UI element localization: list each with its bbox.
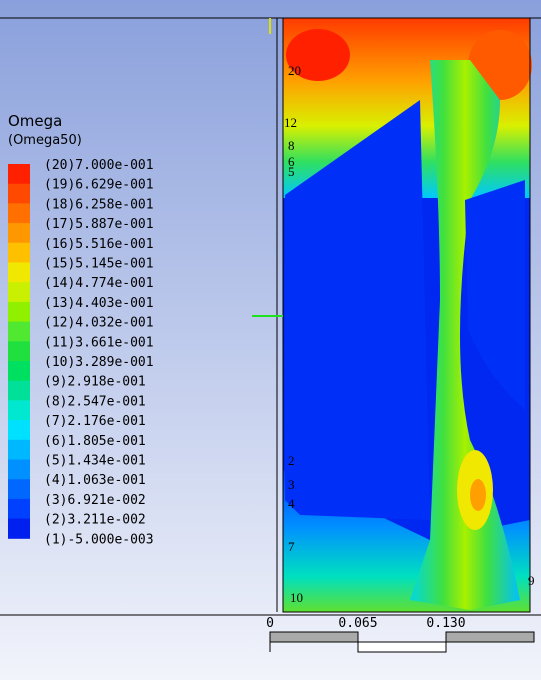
legend-swatch — [8, 262, 30, 283]
contour-label: 3 — [288, 477, 295, 492]
legend-label: (19)6.629e-001 — [44, 178, 154, 193]
legend: (20)7.000e-001 (19)6.629e-001 (18)6.258e-0… — [8, 158, 154, 547]
legend-swatch — [8, 479, 30, 500]
legend-label: (14)4.774e-001 — [44, 276, 154, 291]
legend-label: (17)5.887e-001 — [44, 217, 154, 232]
legend-label: (20)7.000e-001 — [44, 158, 154, 173]
legend-label: (10)3.289e-001 — [44, 355, 154, 370]
legend-swatch — [8, 400, 30, 421]
contour-label: 12 — [284, 115, 297, 130]
contour-label: 7 — [288, 539, 295, 554]
legend-label: (18)6.258e-001 — [44, 197, 154, 212]
legend-swatch — [8, 420, 30, 441]
legend-label: (16)5.516e-001 — [44, 237, 154, 252]
legend-swatch — [8, 341, 30, 362]
scale-bar — [269, 631, 535, 653]
legend-swatch — [8, 223, 30, 244]
legend-swatch — [8, 282, 30, 303]
legend-swatch — [8, 183, 30, 204]
scale-labels: 0 0.065 0.130 — [266, 616, 465, 631]
contour-label: 20 — [288, 63, 301, 78]
contour-label: 5 — [288, 164, 295, 179]
legend-label: (7)2.176e-001 — [44, 414, 146, 429]
legend-swatch — [8, 439, 30, 460]
legend-swatch — [8, 164, 30, 185]
legend-swatch — [8, 518, 30, 539]
legend-label: (1)-5.000e-003 — [44, 532, 154, 547]
scale-label: 0.130 — [426, 616, 465, 631]
legend-label: (4)1.063e-001 — [44, 473, 146, 488]
legend-label: (6)1.805e-001 — [44, 434, 146, 449]
legend-label: (15)5.145e-001 — [44, 257, 154, 272]
legend-label: (12)4.032e-001 — [44, 316, 154, 331]
legend-label: (2)3.211e-002 — [44, 513, 146, 528]
legend-subtitle: (Omega50) — [8, 133, 82, 148]
legend-swatch — [8, 203, 30, 224]
contour-label: 2 — [288, 453, 295, 468]
legend-label: (8)2.547e-001 — [44, 394, 146, 409]
legend-title: Omega — [8, 112, 62, 130]
legend-label: (3)6.921e-002 — [44, 493, 146, 508]
legend-swatch — [8, 380, 30, 401]
contour-field — [283, 18, 532, 612]
scale-label: 0 — [266, 616, 274, 631]
legend-swatch — [8, 459, 30, 480]
contour-labels: 20 12 865 2 3 4 7 10 9 — [284, 63, 535, 605]
legend-label: (13)4.403e-001 — [44, 296, 154, 311]
scale-label: 0.065 — [338, 616, 377, 631]
legend-label: (11)3.661e-001 — [44, 335, 154, 350]
legend-swatch — [8, 242, 30, 263]
contour-label: 8 — [288, 138, 295, 153]
legend-label: (9)2.918e-001 — [44, 375, 146, 390]
legend-swatch — [8, 361, 30, 382]
legend-swatch — [8, 321, 30, 342]
legend-swatch — [8, 301, 30, 323]
legend-label: (5)1.434e-001 — [44, 454, 146, 469]
legend-swatch — [8, 498, 30, 520]
contour-label: 9 — [528, 573, 535, 588]
contour-label: 10 — [290, 590, 303, 605]
contour-label: 6 — [288, 154, 295, 169]
contour-label: 4 — [288, 496, 295, 511]
